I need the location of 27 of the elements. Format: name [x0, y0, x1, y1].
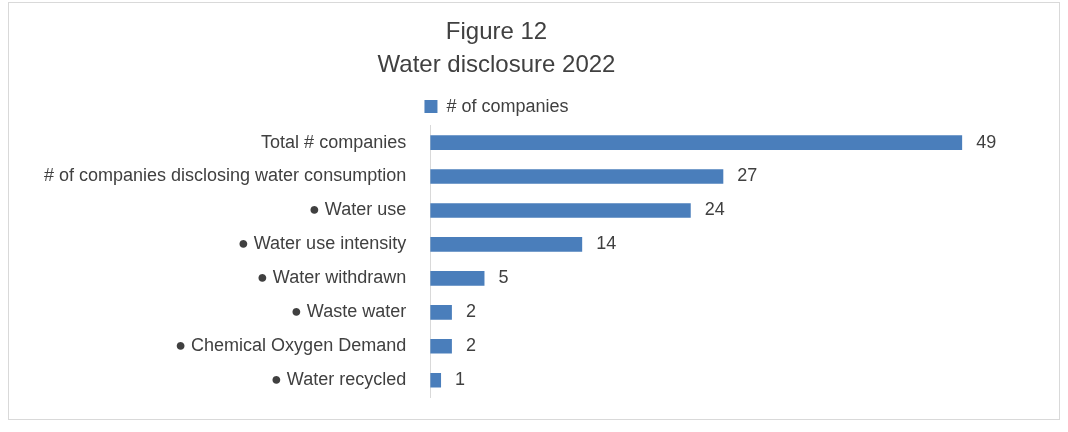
y-tick-label: ● Waste water	[290, 301, 407, 322]
bar	[430, 372, 442, 388]
y-tick-label: ● Water use	[308, 199, 407, 220]
y-tick-label: ● Chemical Oxygen Demand	[175, 335, 407, 356]
y-tick-label: ● Water recycled	[270, 369, 407, 390]
bar	[430, 338, 452, 354]
bar	[430, 135, 963, 150]
bar	[430, 271, 485, 286]
data-label: 5	[498, 267, 509, 288]
data-label: 27	[737, 165, 758, 186]
data-label: 1	[455, 369, 466, 390]
y-tick-label: # of companies disclosing water consumption	[43, 165, 407, 186]
chart-subtitle: Water disclosure 2022	[377, 49, 616, 77]
data-label: 2	[465, 301, 476, 322]
data-label: 49	[976, 131, 997, 152]
data-label: 24	[704, 199, 725, 220]
data-label: 14	[596, 233, 617, 254]
bar	[430, 169, 724, 184]
bar	[430, 203, 691, 218]
bar	[430, 304, 452, 320]
y-tick-label: ● Water withdrawn	[256, 267, 407, 288]
chart-title: Figure 12	[445, 17, 548, 45]
data-label: 2	[465, 335, 476, 356]
y-tick-label: Total # companies	[261, 131, 407, 152]
legend-label: # of companies	[446, 95, 569, 116]
bar	[430, 237, 583, 252]
y-tick-label: ● Water use intensity	[237, 233, 407, 254]
